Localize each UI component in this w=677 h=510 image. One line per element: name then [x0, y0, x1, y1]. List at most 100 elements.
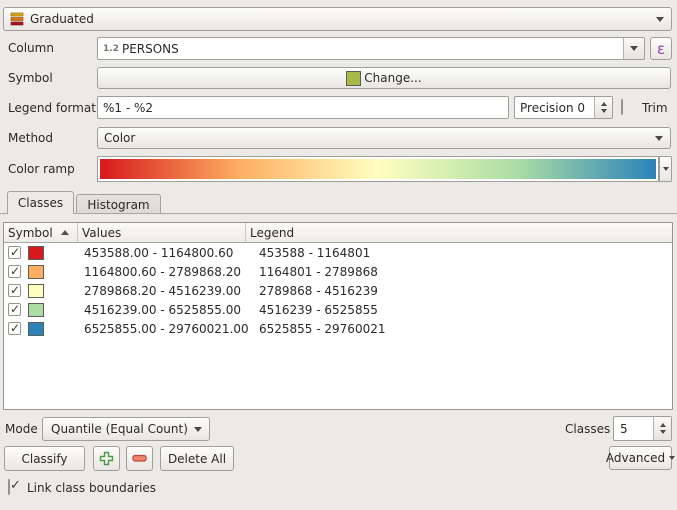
class-values-cell[interactable]: 1164800.60 - 2789868.20: [84, 264, 242, 279]
precision-spin-buttons[interactable]: [594, 97, 612, 118]
column-header-legend[interactable]: Legend: [246, 223, 672, 242]
trim-checkbox[interactable]: [621, 99, 623, 115]
symbol-change-label: Change...: [364, 71, 422, 85]
class-row[interactable]: 453588.00 - 1164800.60 453588 - 1164801: [4, 243, 672, 262]
decimal-field-type-icon: 1.2: [103, 43, 119, 54]
class-row[interactable]: 2789868.20 - 4516239.00 2789868 - 451623…: [4, 281, 672, 300]
legend-format-value: %1 - %2: [103, 100, 154, 115]
mode-value: Quantile (Equal Count): [51, 422, 188, 436]
class-row[interactable]: 4516239.00 - 6525855.00 4516239 - 652585…: [4, 300, 672, 319]
column-header-legend-label: Legend: [250, 225, 295, 240]
classes-spin-buttons[interactable]: [653, 417, 671, 440]
column-value: PERSONS: [121, 41, 179, 56]
method-combobox[interactable]: Color: [97, 127, 671, 149]
column-header-symbol-label: Symbol: [8, 225, 53, 240]
class-values-cell[interactable]: 6525855.00 - 29760021.00: [84, 321, 249, 336]
class-row[interactable]: 1164800.60 - 2789868.20 1164801 - 278986…: [4, 262, 672, 281]
class-color-swatch[interactable]: [28, 302, 44, 317]
method-value: Color: [104, 131, 136, 145]
chevron-down-icon: [656, 16, 664, 22]
symbol-change-button[interactable]: Change...: [97, 67, 671, 89]
legend-format-input[interactable]: %1 - %2: [97, 96, 509, 119]
minus-icon: [131, 454, 147, 462]
delete-all-button[interactable]: Delete All: [160, 446, 234, 471]
classes-table: Symbol Values Legend 453588.00 - 1164800…: [3, 222, 673, 410]
spin-down-icon: [659, 430, 666, 434]
chevron-down-icon: [662, 167, 669, 171]
class-symbol-cell: [4, 245, 78, 260]
class-legend-cell[interactable]: 2789868 - 4516239: [259, 283, 378, 298]
column-label: Column: [8, 41, 54, 55]
class-symbol-cell: [4, 264, 78, 279]
graduated-symbol-icon: [10, 12, 24, 26]
class-visibility-checkbox[interactable]: [8, 321, 21, 335]
chevron-down-icon: [655, 135, 663, 141]
column-header-values[interactable]: Values: [78, 223, 246, 242]
classes-count-label: Classes: [565, 422, 611, 436]
tab-classes[interactable]: Classes: [7, 191, 74, 214]
color-ramp-combobox[interactable]: [97, 156, 659, 182]
class-visibility-checkbox[interactable]: [8, 302, 21, 316]
class-legend-cell[interactable]: 6525855 - 29760021: [259, 321, 386, 336]
advanced-button-label: Advanced: [605, 451, 666, 465]
renderer-type-combobox[interactable]: Graduated: [3, 7, 672, 31]
class-color-swatch[interactable]: [28, 264, 44, 279]
sort-ascending-icon: [61, 230, 69, 235]
color-ramp-label: Color ramp: [8, 162, 75, 176]
symbol-preview-swatch: [346, 70, 362, 86]
symbol-label: Symbol: [8, 71, 53, 85]
color-ramp-dropdown-button[interactable]: [659, 156, 672, 182]
method-label: Method: [8, 131, 54, 145]
remove-class-button[interactable]: [126, 446, 153, 471]
classify-button-label: Classify: [21, 451, 68, 466]
link-class-boundaries-checkbox[interactable]: [8, 479, 10, 495]
renderer-type-value: Graduated: [30, 12, 94, 26]
chevron-down-icon: [669, 456, 676, 460]
expression-builder-button[interactable]: ε: [650, 37, 672, 60]
class-visibility-checkbox[interactable]: [8, 264, 21, 278]
class-color-swatch[interactable]: [28, 245, 44, 260]
class-row[interactable]: 6525855.00 - 29760021.00 6525855 - 29760…: [4, 319, 672, 338]
add-class-button[interactable]: [93, 446, 120, 471]
column-header-symbol[interactable]: Symbol: [4, 223, 78, 242]
mode-label: Mode: [5, 422, 38, 436]
delete-all-button-label: Delete All: [167, 451, 227, 466]
class-symbol-cell: [4, 283, 78, 298]
tab-histogram-label: Histogram: [87, 197, 150, 212]
column-dropdown-button[interactable]: [623, 38, 644, 59]
spin-up-icon: [659, 423, 666, 427]
class-symbol-cell: [4, 321, 78, 336]
class-values-cell[interactable]: 2789868.20 - 4516239.00: [84, 283, 242, 298]
class-values-cell[interactable]: 4516239.00 - 6525855.00: [84, 302, 242, 317]
class-legend-cell[interactable]: 1164801 - 2789868: [259, 264, 378, 279]
class-visibility-checkbox[interactable]: [8, 245, 21, 259]
column-header-values-label: Values: [82, 225, 122, 240]
spin-down-icon: [600, 109, 607, 113]
spin-up-icon: [600, 102, 607, 106]
class-symbol-cell: [4, 302, 78, 317]
epsilon-expression-icon: ε: [656, 39, 666, 58]
class-color-swatch[interactable]: [28, 283, 44, 298]
tab-divider: [0, 213, 677, 214]
tab-classes-label: Classes: [17, 196, 64, 210]
class-legend-cell[interactable]: 4516239 - 6525855: [259, 302, 378, 317]
column-combobox[interactable]: 1.2 PERSONS: [97, 37, 645, 60]
precision-value: Precision 0: [520, 100, 585, 115]
precision-spinbox[interactable]: Precision 0: [514, 96, 613, 119]
color-ramp-gradient: [100, 159, 656, 179]
classify-button[interactable]: Classify: [4, 446, 85, 471]
advanced-button[interactable]: Advanced: [605, 446, 676, 470]
classes-table-body: 453588.00 - 1164800.60 453588 - 1164801 …: [4, 243, 672, 338]
link-class-boundaries-label: Link class boundaries: [27, 481, 157, 495]
class-legend-cell[interactable]: 453588 - 1164801: [259, 245, 371, 260]
class-values-cell[interactable]: 453588.00 - 1164800.60: [84, 245, 234, 260]
classes-table-header: Symbol Values Legend: [4, 223, 672, 243]
mode-combobox[interactable]: Quantile (Equal Count): [42, 417, 210, 441]
classes-count-spinbox[interactable]: 5: [613, 416, 672, 441]
tab-histogram[interactable]: Histogram: [76, 194, 161, 214]
class-visibility-checkbox[interactable]: [8, 283, 21, 297]
chevron-down-icon: [630, 46, 638, 51]
class-color-swatch[interactable]: [28, 321, 44, 336]
classes-count-value: 5: [620, 421, 628, 436]
